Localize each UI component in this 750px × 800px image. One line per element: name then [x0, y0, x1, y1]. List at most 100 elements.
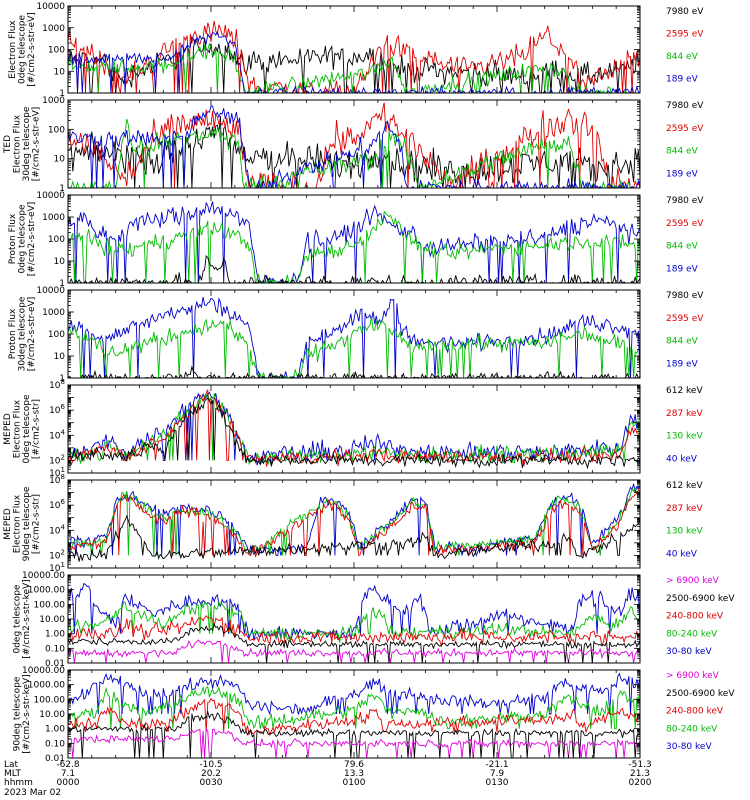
x-row-label: Lat [4, 760, 19, 770]
y-tick-label: 0.01 [45, 754, 65, 764]
y-axis-label-line: 30deg telescope [17, 296, 27, 371]
y-tick-label: 1 [59, 279, 65, 289]
legend-entry: 130 keV [666, 432, 703, 442]
panel-ted-p-30: 1 10 100 1000 10000 Proton Flux 30deg telescop… [8, 286, 705, 384]
legend-entry: 40 keV [666, 550, 698, 560]
legend-entry: 612 keV [666, 386, 703, 396]
y-axis-label-line: 0deg telescope [22, 394, 32, 464]
legend-entry: > 6900 keV [666, 576, 720, 586]
series-240-800-kev [68, 697, 640, 737]
series-40-kev [68, 391, 640, 466]
x-tick-label: -62.8 [56, 760, 80, 770]
x-tick-label: 21.3 [630, 769, 650, 779]
x-tick-label: 7.1 [61, 769, 75, 779]
y-tick-label: 10000 [36, 2, 65, 12]
series-612-kev [68, 514, 640, 562]
legend-entry: 844 eV [666, 337, 699, 347]
legend-entry: 287 keV [666, 504, 703, 514]
series-80-240-kev [68, 685, 640, 730]
panel-ted-e-0: 1 10 100 1000 10000 Electron Flux 0deg telesco… [8, 2, 705, 99]
x-tick-label: -21.1 [485, 760, 508, 770]
y-axis-label-line: 90deg telescope [13, 676, 23, 751]
y-axis-label-line: [#/cm2-s-str-eV] [27, 12, 37, 87]
series-2500-6900-kev [68, 623, 640, 663]
legend-entry: 287 keV [666, 409, 703, 419]
x-tick-label: 79.6 [344, 760, 364, 770]
y-axis-label-line: 0deg telescope [17, 204, 27, 274]
y-tick-label: 0.01 [45, 659, 65, 669]
series-30-80-kev [68, 672, 640, 716]
y-axis-label-line: [#/cm2-s-str-eV] [27, 202, 37, 277]
x-tick-label: 0130 [486, 778, 509, 788]
legend-entry: 844 eV [666, 147, 699, 157]
panel-data [68, 201, 640, 283]
y-tick-label: 102 [49, 453, 65, 466]
legend-entry: 844 eV [666, 242, 699, 252]
legend-entry: 80-240 keV [666, 724, 718, 734]
y-tick-label: 1000 [42, 96, 65, 106]
y-tick-label: 10.00 [39, 710, 65, 720]
series-130-kev [68, 486, 640, 556]
y-tick-label: 1000.00 [28, 681, 65, 691]
x-tick-label: -10.5 [199, 760, 222, 770]
y-tick-label: 10 [54, 67, 66, 77]
panel-data [68, 389, 640, 470]
y-axis-label-line: 90deg telescope [22, 486, 32, 561]
series--6900-kev [68, 639, 640, 663]
x-tick-label: 0030 [200, 778, 223, 788]
panel-data [68, 296, 640, 378]
panel-frame [67, 574, 641, 664]
panel-data [68, 483, 640, 562]
y-tick-label: 100 [48, 235, 65, 245]
panel-meped-p-90: 0.01 0.10 1.00 10.00 100.00 1000.00 10000.0090… [13, 666, 736, 764]
series-2595-ev [68, 102, 640, 188]
series-7980-ev [68, 115, 640, 188]
legend-entry: 844 eV [666, 52, 699, 62]
y-tick-label: 10000.00 [22, 571, 65, 581]
y-tick-label: 10 [54, 155, 66, 165]
y-tick-label: 106 [49, 403, 65, 416]
y-tick-label: 104 [49, 523, 65, 536]
panel-data [68, 672, 640, 758]
panel-frame [67, 194, 641, 284]
legend-entry: 7980 eV [666, 196, 704, 206]
y-tick-label: 1000 [42, 308, 65, 318]
y-tick-label: 1.00 [45, 725, 65, 735]
y-axis-label-line: Proton Flux [8, 213, 18, 264]
y-tick-label: 101 [49, 561, 65, 574]
legend-entry: 240-800 keV [666, 612, 724, 622]
legend-entry: 2595 eV [666, 124, 704, 134]
series-130-kev [68, 391, 640, 466]
y-axis-label-line: MEPED [3, 413, 13, 445]
series-189-ev [68, 296, 640, 378]
y-tick-label: 1 [59, 89, 65, 99]
y-axis-label-line: Electron Flux [13, 494, 23, 553]
series-287-kev [68, 389, 640, 467]
legend-entry: 2500-6900 keV [666, 594, 735, 604]
panel-ted-e-30: 1 10 100 1000 TED Electron Flux 30deg telescop… [3, 96, 704, 194]
y-tick-label: 10 [54, 257, 66, 267]
y-axis-label-line: [#/cm2-s-str-eV] [27, 297, 37, 372]
y-tick-label: 108 [49, 378, 65, 391]
y-tick-label: 1 [59, 374, 65, 384]
x-row-label: MLT [4, 769, 22, 779]
legend-entry: 80-240 keV [666, 629, 718, 639]
series-80-240-kev [68, 600, 640, 643]
panel-ted-p-0: 1 10 100 1000 10000 Proton Flux 0deg telescope… [8, 191, 705, 289]
date-label: 2023 Mar 02 [4, 788, 61, 798]
y-tick-label: 1000 [42, 213, 65, 223]
series-844-ev [68, 316, 640, 378]
y-tick-label: 102 [49, 548, 65, 561]
y-tick-label: 10000 [36, 191, 65, 201]
legend-entry: 189 eV [666, 170, 699, 180]
y-axis-label-line: [#/cm2-s-str-eV] [32, 107, 42, 182]
panel-frame [67, 5, 641, 94]
y-axis-label-line: Electron Flux [13, 114, 23, 173]
y-tick-label: 1000.00 [28, 586, 65, 596]
y-tick-label: 108 [49, 473, 65, 486]
y-axis-label-line: Proton Flux [8, 308, 18, 359]
panel-meped-p-0: 0.01 0.10 1.00 10.00 100.00 1000.00 10000.00 0d… [13, 571, 736, 669]
y-tick-label: 101 [49, 466, 65, 479]
